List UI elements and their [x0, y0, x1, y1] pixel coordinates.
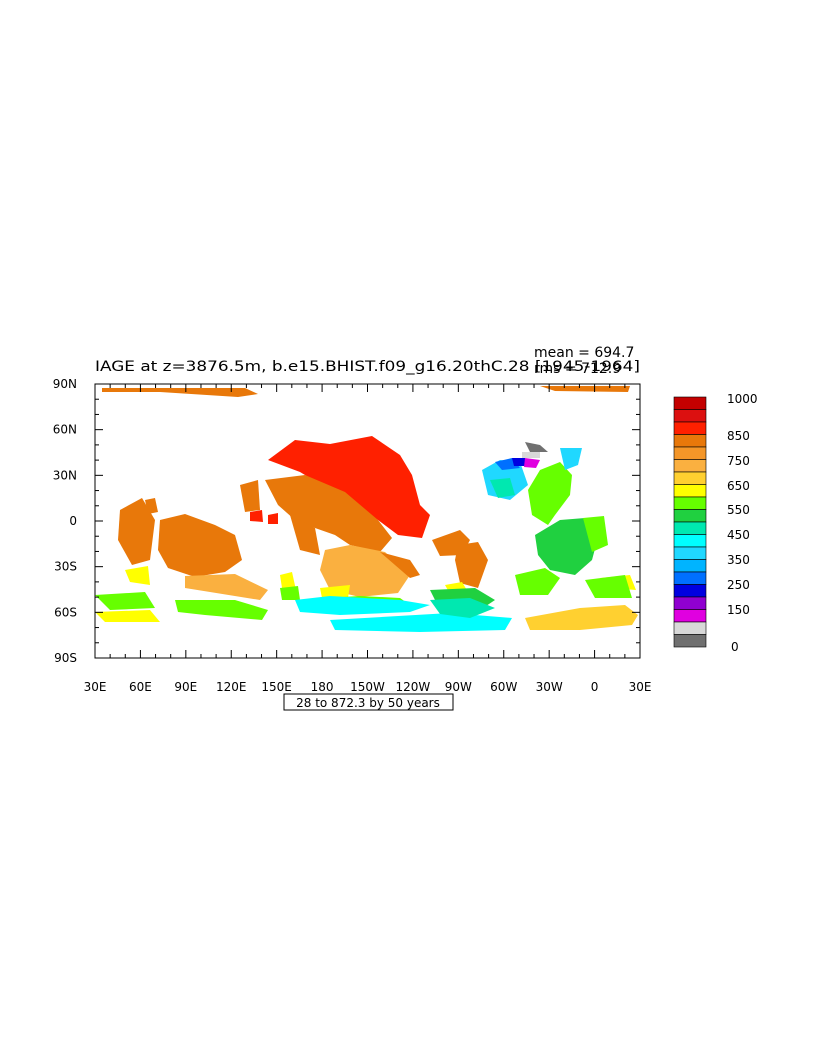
- colorbar-swatch: [673, 434, 707, 448]
- colorbar-swatch: [673, 459, 707, 473]
- colorbar-swatch: [673, 634, 707, 648]
- x-tick-label: 180: [311, 680, 334, 694]
- colorbar-label: 750: [727, 454, 750, 468]
- colorbar-swatch: [673, 621, 707, 635]
- x-tick-labels: 30E 60E 90E 120E 150E 180 150W 120W 90W 60W 30W 0 30…: [84, 680, 652, 694]
- colorbar-label: 150: [727, 603, 750, 617]
- x-tick-label: 120W: [396, 680, 431, 694]
- colorbar-swatch: [673, 509, 707, 523]
- x-tick-label: 30E: [84, 680, 107, 694]
- west-pacific-orange: [265, 475, 392, 552]
- north-pacific-red: [268, 436, 430, 538]
- y-tick-label: 60S: [54, 605, 77, 619]
- x-tick-label: 150E: [261, 680, 292, 694]
- colorbar-label: 1000: [727, 392, 758, 406]
- ocean-age-field: [95, 386, 638, 632]
- x-tick-label: 0: [591, 680, 599, 694]
- y-tick-labels: 90N 60N 30N 0 30S 60S 90S: [53, 377, 77, 665]
- colorbar-swatch: [673, 571, 707, 585]
- indian-ocean-orange: [158, 514, 242, 577]
- colorbar-swatch: [673, 396, 707, 410]
- colorbar-label: 850: [727, 429, 750, 443]
- x-tick-label: 90W: [445, 680, 472, 694]
- colorbar-labels: 1000 850 750 650 550 450 350 250 150 0: [727, 392, 758, 654]
- southern-ocean-cyan: [295, 596, 430, 615]
- map-title: IAGE at z=3876.5m, b.e15.BHIST.f09_g16.2…: [95, 359, 640, 375]
- colorbar-swatch: [673, 584, 707, 598]
- y-tick-label: 30N: [53, 468, 77, 482]
- y-tick-label: 60N: [53, 423, 77, 437]
- y-tick-label: 90N: [53, 377, 77, 391]
- contour-info-box: [283, 693, 454, 711]
- colorbar-swatch: [673, 596, 707, 610]
- colorbar-label: 650: [727, 479, 750, 493]
- y-tick-label: 90S: [54, 651, 77, 665]
- colorbar-swatch: [673, 484, 707, 498]
- colorbar-swatch: [673, 559, 707, 573]
- colorbar-swatch: [673, 609, 707, 623]
- arctic-strip-left: [102, 388, 258, 397]
- colorbar-swatch: [673, 421, 707, 435]
- colorbar-label: 550: [727, 503, 750, 517]
- colorbar-label: 250: [727, 578, 750, 592]
- colorbar-swatch: [673, 496, 707, 510]
- colorbar-swatch: [673, 471, 707, 485]
- x-tick-label: 30W: [536, 680, 563, 694]
- stat-rms: rms = 712.9: [534, 361, 621, 377]
- x-tick-label: 120E: [216, 680, 247, 694]
- south-atlantic-gold: [525, 605, 638, 630]
- arctic-strip-right: [540, 386, 630, 392]
- y-tick-label: 30S: [54, 560, 77, 574]
- colorbar-label: 0: [731, 640, 739, 654]
- atlantic-green: [528, 462, 572, 525]
- axis-ticks: [94, 383, 641, 659]
- x-tick-label: 60E: [129, 680, 152, 694]
- colorbar-label: 350: [727, 553, 750, 567]
- colorbar-swatch: [673, 534, 707, 548]
- colorbar-swatch: [673, 409, 707, 423]
- colorbar-swatch: [673, 521, 707, 535]
- x-tick-label: 60W: [490, 680, 517, 694]
- colorbar-swatch: [673, 546, 707, 560]
- contour-info-text: 28 to 872.3 by 50 years: [296, 696, 440, 710]
- x-tick-label: 150W: [350, 680, 385, 694]
- x-tick-label: 90E: [174, 680, 197, 694]
- colorbar-label: 450: [727, 528, 750, 542]
- colorbar: [673, 396, 707, 648]
- y-tick-label: 0: [69, 514, 77, 528]
- colorbar-swatch: [673, 446, 707, 460]
- stat-mean: mean = 694.7: [534, 345, 634, 361]
- x-tick-label: 30E: [629, 680, 652, 694]
- southern-ocean-green: [175, 600, 268, 620]
